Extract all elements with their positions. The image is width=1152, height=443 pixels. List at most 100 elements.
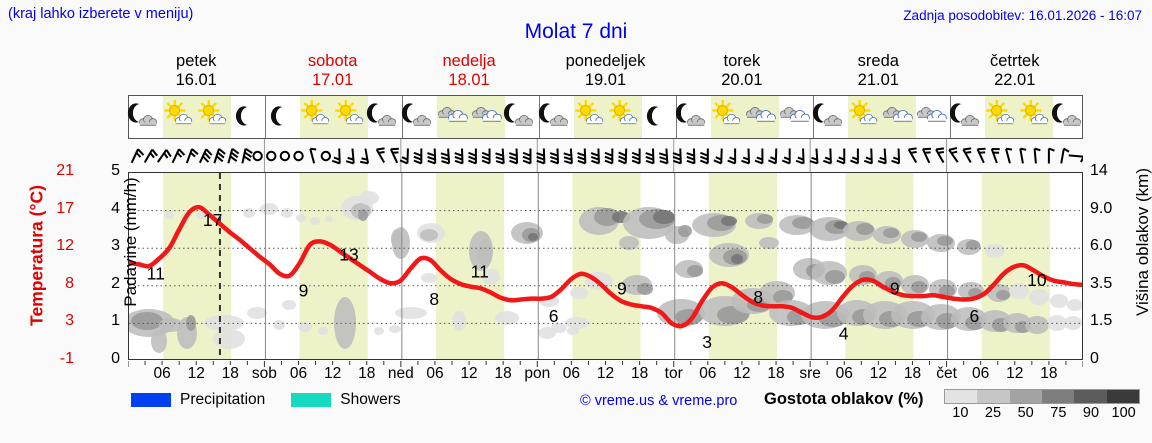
temperature-point-label: 6 [549, 306, 559, 326]
day-name: ponedeljek [565, 52, 646, 70]
x-axis-tick-label: 12 [869, 365, 887, 382]
day-header-5: sreda 21.01 [810, 52, 946, 92]
icon-cell [403, 96, 437, 138]
cloud-density-tick: 25 [984, 405, 1002, 421]
icon-day-3 [540, 96, 677, 138]
cloud-blob [495, 311, 519, 325]
precipitation-tick: 1 [111, 312, 120, 330]
cloud-icon [916, 100, 950, 134]
cloud-density-step [945, 390, 978, 403]
precipitation-tick: 3 [111, 237, 120, 255]
cloud-icon [482, 110, 502, 122]
cloud-blob [298, 322, 312, 332]
sun-icon [1020, 100, 1042, 121]
wind-barb [922, 147, 931, 164]
wind-barb [549, 148, 560, 165]
temperature-point-label: 9 [890, 279, 900, 299]
wind-barb [375, 147, 386, 163]
icon-day-5 [814, 96, 951, 138]
cloudheight-tick: 9.0 [1090, 199, 1113, 217]
sun-cloud-icon [163, 100, 197, 134]
cloud-blob [296, 214, 306, 222]
moon-icon [818, 104, 833, 122]
day-name: sreda [857, 52, 899, 70]
wind-barb [130, 148, 145, 164]
wind-barb [360, 148, 370, 165]
wind-barb [948, 147, 959, 163]
temperature-point-label: 9 [299, 281, 309, 301]
x-axis-tick-label: 18 [630, 365, 649, 382]
wind-barb [631, 148, 641, 165]
day-name: sobota [307, 52, 358, 70]
cloud-blob [164, 211, 174, 219]
cloud-density-color-scale [944, 389, 1140, 404]
moon-icon [681, 104, 696, 122]
cloud-blob [985, 244, 1005, 258]
x-axis-tick-labels: 06 12 18 sob 06 12 18 ned 06 12 18 pon 06 12 18 tor 06 12… [128, 361, 1083, 387]
showers-swatch [291, 393, 332, 407]
wind-barb [781, 148, 791, 165]
cloud-blob [151, 329, 167, 353]
wind-barb [577, 148, 587, 165]
x-axis-tick-label: 06 [426, 365, 444, 382]
cloud-icon [997, 114, 1015, 125]
wind-barb [495, 148, 505, 165]
icon-cell [505, 96, 539, 138]
moon-icon [241, 107, 256, 125]
cloud-icon [515, 115, 534, 126]
moon-icon [509, 104, 524, 122]
icon-cell [711, 96, 745, 138]
precipitation-tick: 4 [111, 199, 120, 217]
day-date: 18.01 [448, 71, 490, 89]
wind-barb [1068, 154, 1083, 163]
day-header-4: torek 20.01 [674, 52, 810, 92]
cloud-blob [359, 191, 379, 205]
daytime-band [435, 173, 505, 359]
cloud-blob [1029, 289, 1049, 305]
icon-day-4 [677, 96, 814, 138]
wind-barb [227, 147, 240, 164]
x-axis-tick-label: sre [799, 365, 821, 382]
sun-cloud-icon [608, 100, 642, 134]
weather-icon-row [128, 95, 1083, 139]
wind-barb [604, 148, 614, 165]
x-axis-tick-label: sob [251, 365, 277, 382]
wind-barb [345, 148, 355, 165]
day-name: petek [176, 52, 217, 70]
cloud-blob [186, 315, 196, 331]
cloud-blob [721, 216, 737, 226]
cloud-blob [911, 281, 927, 293]
wind-barb [320, 150, 332, 162]
wind-barb [1005, 147, 1013, 164]
cloud-icon [1063, 115, 1082, 126]
cloud-blob [825, 270, 845, 284]
cloud-blob [1025, 316, 1049, 334]
wind-barb [617, 148, 628, 165]
cloud-blob [653, 210, 675, 224]
copyright-link[interactable]: © vreme.us & vreme.pro [580, 393, 738, 409]
icon-cell [1053, 96, 1087, 138]
cloud-density-scale-labels: 10 25 50 75 90 100 [944, 405, 1144, 423]
moon-icon [1057, 104, 1072, 122]
wind-barb [795, 148, 805, 165]
cloud-icon [175, 114, 193, 125]
sun-icon [335, 100, 357, 121]
icon-cell [437, 96, 471, 138]
cloud-blob [594, 208, 620, 226]
wind-barb [727, 148, 737, 165]
icon-cell [882, 96, 916, 138]
x-axis-tick-label: 12 [460, 365, 478, 382]
cloud-blob [937, 236, 953, 246]
day-header-6: četrtek 22.01 [947, 52, 1083, 92]
icon-cell [266, 96, 300, 138]
cloud-blob [883, 228, 899, 238]
x-axis-tick-label: tor [664, 365, 683, 382]
cloud-blob [565, 317, 589, 329]
cloud-icon [550, 115, 569, 126]
cloud-icon [209, 114, 227, 125]
cloud-blob [131, 312, 163, 330]
moon-cloud-icon [951, 100, 985, 134]
moon-cloud-icon [540, 100, 574, 134]
icon-cell [745, 96, 779, 138]
wind-barb [427, 148, 437, 165]
